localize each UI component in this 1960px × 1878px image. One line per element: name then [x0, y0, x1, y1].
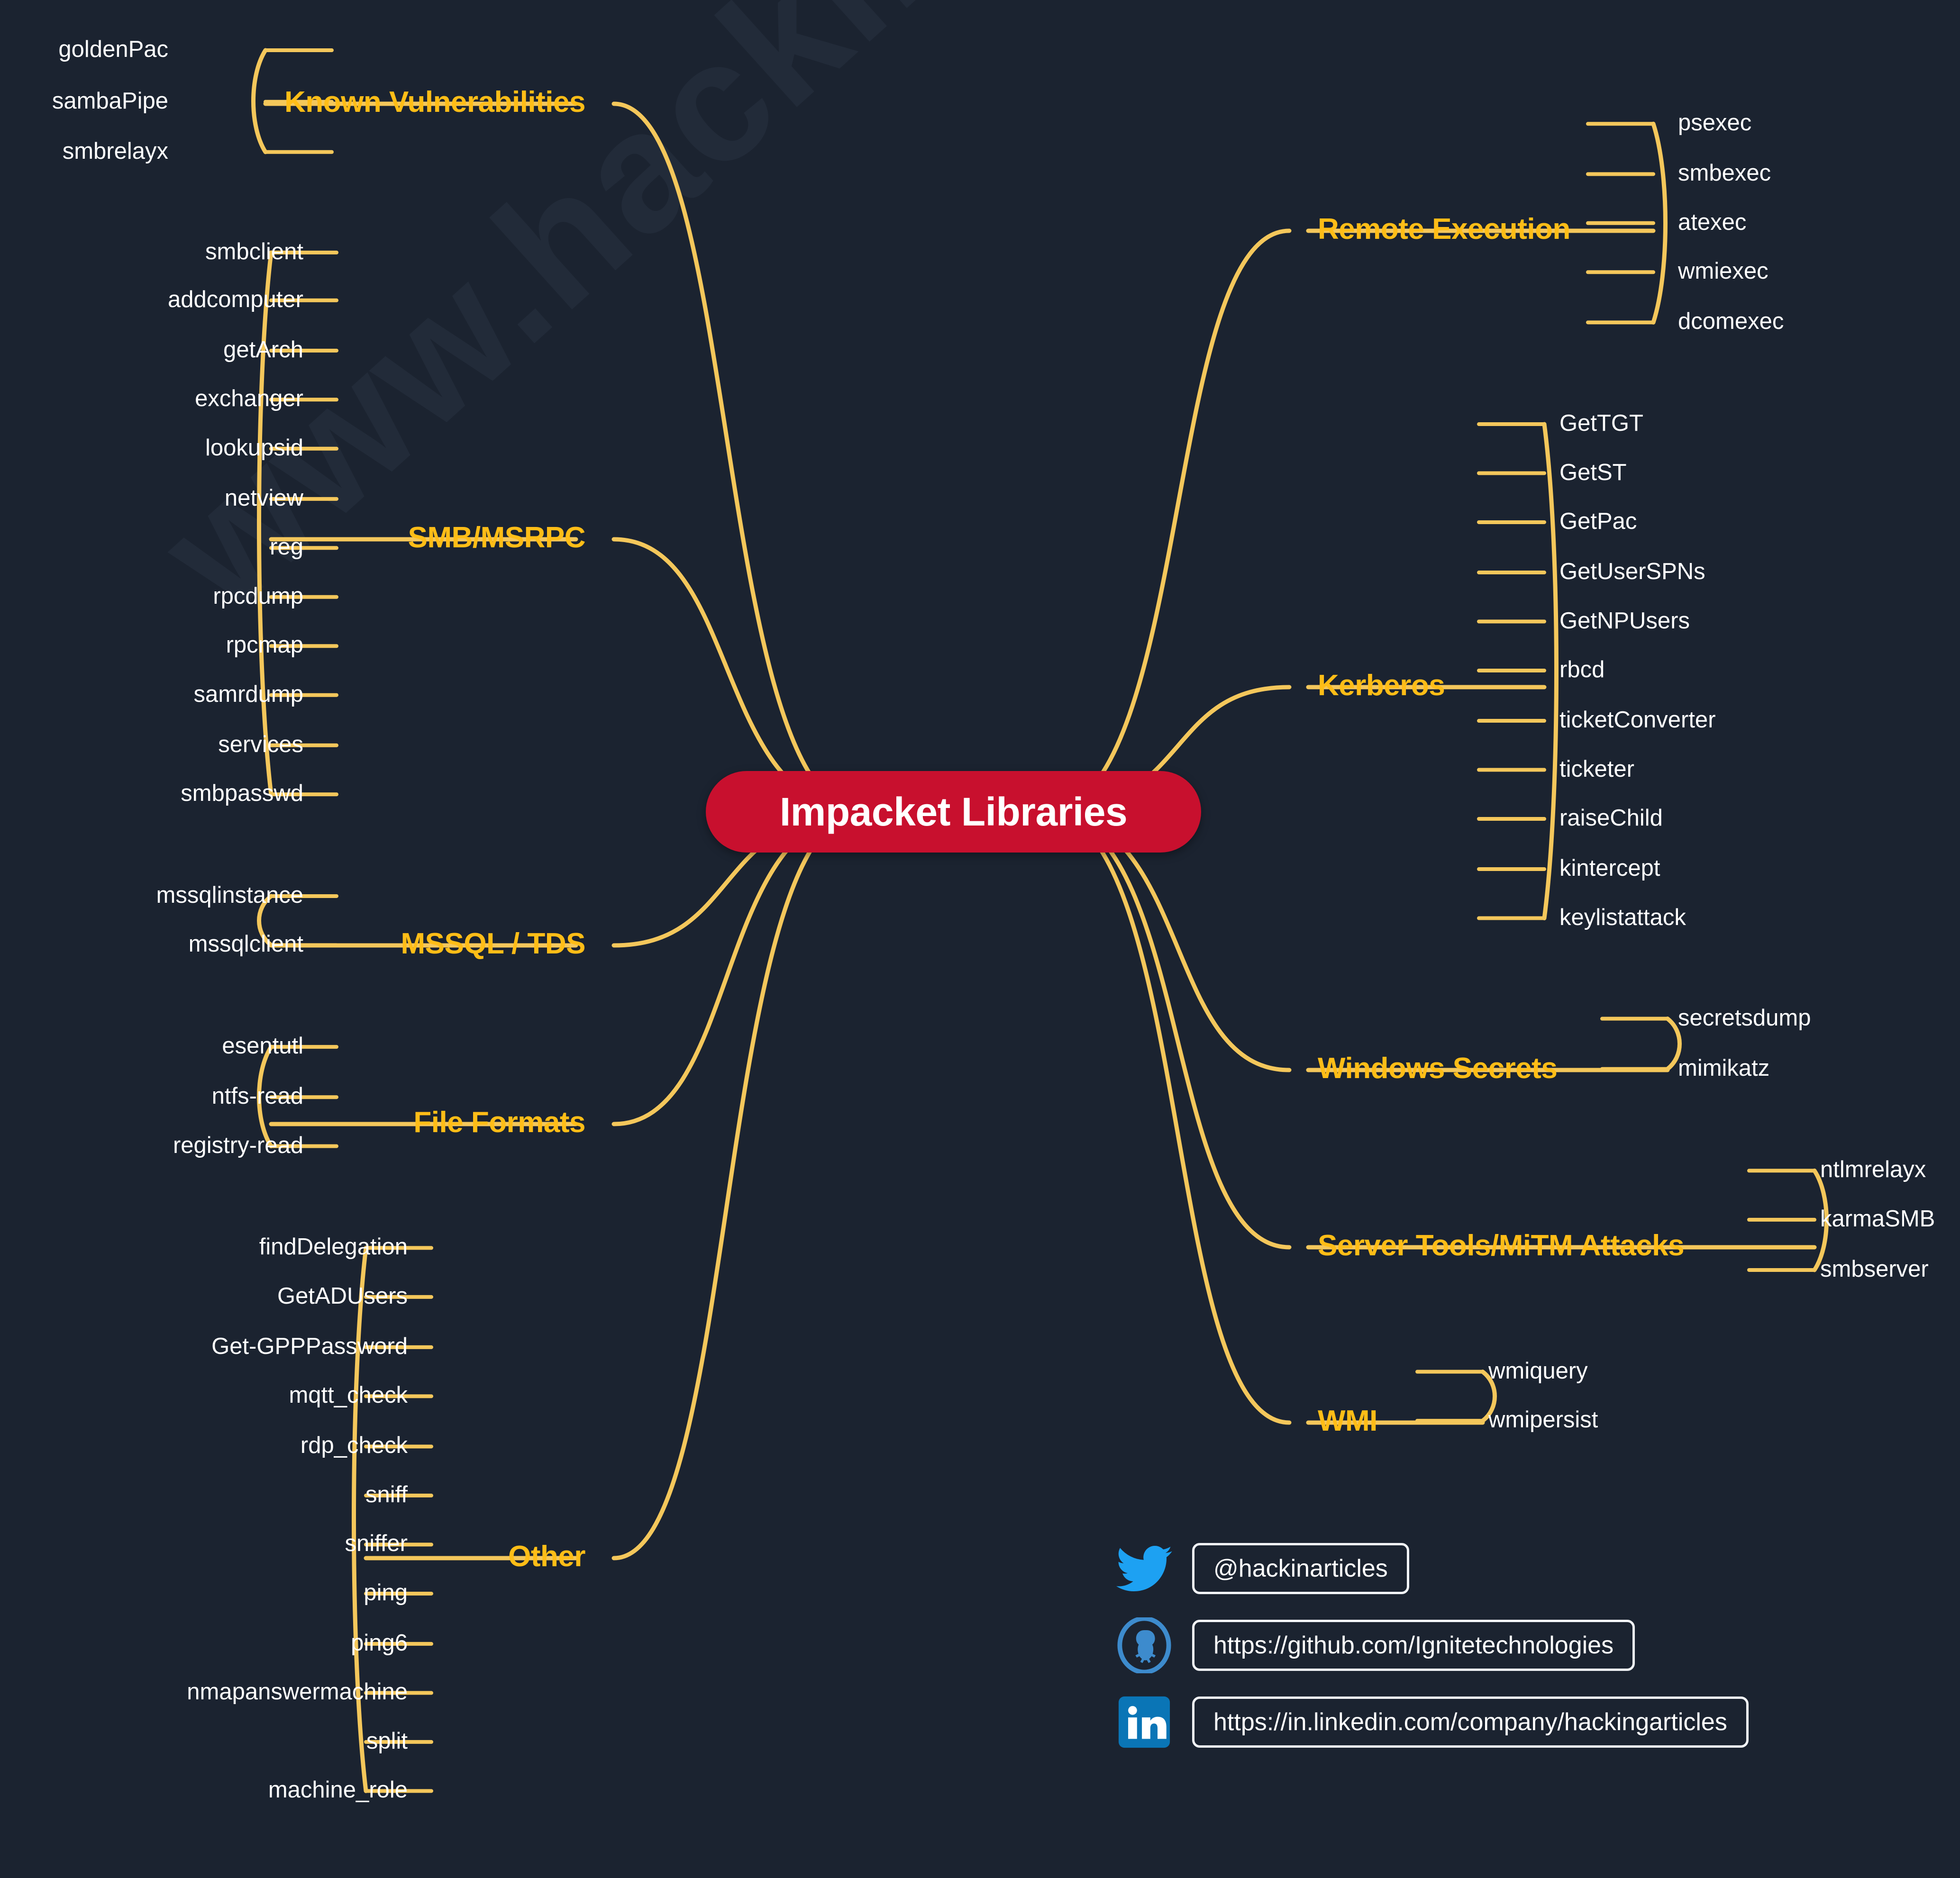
- leaf-node[interactable]: GetUserSPNs: [1559, 559, 1705, 585]
- branch-label-kerberos[interactable]: Kerberos: [1318, 669, 1445, 702]
- github-icon: [1116, 1617, 1172, 1673]
- branch-label-remote-execution[interactable]: Remote Execution: [1318, 213, 1570, 245]
- leaf-node[interactable]: psexec: [1678, 110, 1752, 136]
- leaf-node[interactable]: exchanger: [195, 386, 303, 412]
- leaf-node[interactable]: nmapanswermachine: [187, 1679, 408, 1705]
- branch-label-smb-msrpc[interactable]: SMB/MSRPC: [408, 521, 586, 554]
- leaf-node[interactable]: getArch: [223, 336, 303, 363]
- leaf-node[interactable]: sniff: [365, 1481, 408, 1507]
- branch-label-other[interactable]: Other: [508, 1540, 585, 1573]
- leaf-node[interactable]: wmipersist: [1488, 1407, 1598, 1433]
- leaf-node[interactable]: ping: [364, 1579, 408, 1606]
- leaf-node[interactable]: wmiquery: [1488, 1358, 1588, 1384]
- leaf-node[interactable]: goldenPac: [58, 36, 168, 63]
- leaf-node[interactable]: smbserver: [1820, 1256, 1929, 1282]
- leaf-node[interactable]: services: [218, 731, 303, 757]
- leaf-node[interactable]: machine_role: [268, 1777, 408, 1803]
- github-url[interactable]: https://github.com/Ignitetechnologies: [1192, 1619, 1635, 1671]
- leaf-node[interactable]: dcomexec: [1678, 308, 1784, 335]
- branch-label-windows-secrets[interactable]: Windows Secrets: [1318, 1052, 1558, 1085]
- leaf-node[interactable]: ntlmrelayx: [1820, 1157, 1926, 1183]
- leaf-node[interactable]: mssqlclient: [188, 931, 303, 957]
- branch-label-known-vulnerabilities[interactable]: Known Vulnerabilities: [284, 86, 585, 118]
- leaf-node[interactable]: lookupsid: [205, 435, 303, 461]
- leaf-node[interactable]: secretsdump: [1678, 1005, 1811, 1031]
- leaf-node[interactable]: ntfs-read: [211, 1083, 303, 1109]
- linkedin-url[interactable]: https://in.linkedin.com/company/hackinga…: [1192, 1696, 1749, 1748]
- leaf-node[interactable]: rbcd: [1559, 656, 1605, 682]
- leaf-node[interactable]: registry-read: [173, 1132, 303, 1158]
- leaf-node[interactable]: esentutl: [222, 1033, 303, 1059]
- leaf-node[interactable]: samrdump: [193, 681, 303, 707]
- leaf-node[interactable]: mimikatz: [1678, 1055, 1770, 1081]
- branch-label-server-tools-mitm-attacks[interactable]: Server Tools/MiTM Attacks: [1318, 1229, 1685, 1262]
- leaf-node[interactable]: smbrelayx: [62, 138, 168, 164]
- leaf-node[interactable]: GetPac: [1559, 508, 1637, 534]
- center-node[interactable]: Impacket Libraries: [706, 771, 1201, 853]
- list-item[interactable]: @hackinarticles: [1116, 1540, 1941, 1597]
- branch-label-file-formats[interactable]: File Formats: [413, 1106, 585, 1139]
- list-item[interactable]: https://in.linkedin.com/company/hackinga…: [1116, 1694, 1941, 1751]
- leaf-node[interactable]: GetNPUsers: [1559, 608, 1690, 634]
- leaf-node[interactable]: keylistattack: [1559, 904, 1686, 930]
- leaf-node[interactable]: mqtt_check: [289, 1382, 408, 1408]
- leaf-node[interactable]: addcomputer: [167, 286, 303, 312]
- leaf-node[interactable]: GetST: [1559, 459, 1627, 485]
- leaf-node[interactable]: kintercept: [1559, 855, 1660, 881]
- leaf-node[interactable]: reg: [270, 534, 303, 560]
- leaf-node[interactable]: smbexec: [1678, 160, 1771, 186]
- leaf-node[interactable]: sniffer: [345, 1531, 408, 1557]
- branch-label-mssql-tds[interactable]: MSSQL / TDS: [401, 927, 585, 960]
- leaf-node[interactable]: ticketConverter: [1559, 707, 1716, 733]
- leaf-node[interactable]: Get-GPPPassword: [211, 1333, 408, 1359]
- leaf-node[interactable]: atexec: [1678, 209, 1747, 235]
- leaf-node[interactable]: GetADUsers: [277, 1283, 408, 1309]
- leaf-node[interactable]: findDelegation: [259, 1234, 408, 1260]
- linkedin-icon: [1116, 1694, 1172, 1750]
- leaf-node[interactable]: ping6: [351, 1630, 408, 1656]
- center-node-label: Impacket Libraries: [779, 789, 1128, 834]
- branch-label-wmi[interactable]: WMI: [1318, 1405, 1377, 1437]
- leaf-node[interactable]: smbclient: [205, 238, 303, 264]
- leaf-node[interactable]: rdp_check: [300, 1433, 408, 1459]
- leaf-node[interactable]: mssqlinstance: [156, 882, 303, 908]
- twitter-icon: [1116, 1541, 1172, 1597]
- leaf-node[interactable]: rpcdump: [213, 583, 303, 609]
- leaf-node[interactable]: rpcmap: [226, 632, 303, 658]
- leaf-node[interactable]: GetTGT: [1559, 410, 1643, 436]
- leaf-node[interactable]: raiseChild: [1559, 805, 1663, 831]
- leaf-node[interactable]: split: [366, 1728, 408, 1754]
- social-links: @hackinarticles https://github.com/Ignit…: [1116, 1540, 1941, 1770]
- list-item[interactable]: https://github.com/Ignitetechnologies: [1116, 1617, 1941, 1674]
- leaf-node[interactable]: smbpasswd: [181, 780, 303, 807]
- leaf-node[interactable]: wmiexec: [1678, 258, 1769, 284]
- leaf-node[interactable]: netview: [224, 485, 303, 511]
- leaf-node[interactable]: karmaSMB: [1820, 1206, 1935, 1232]
- leaf-node[interactable]: sambaPipe: [52, 88, 168, 114]
- leaf-node[interactable]: ticketer: [1559, 756, 1634, 782]
- twitter-handle[interactable]: @hackinarticles: [1192, 1542, 1409, 1595]
